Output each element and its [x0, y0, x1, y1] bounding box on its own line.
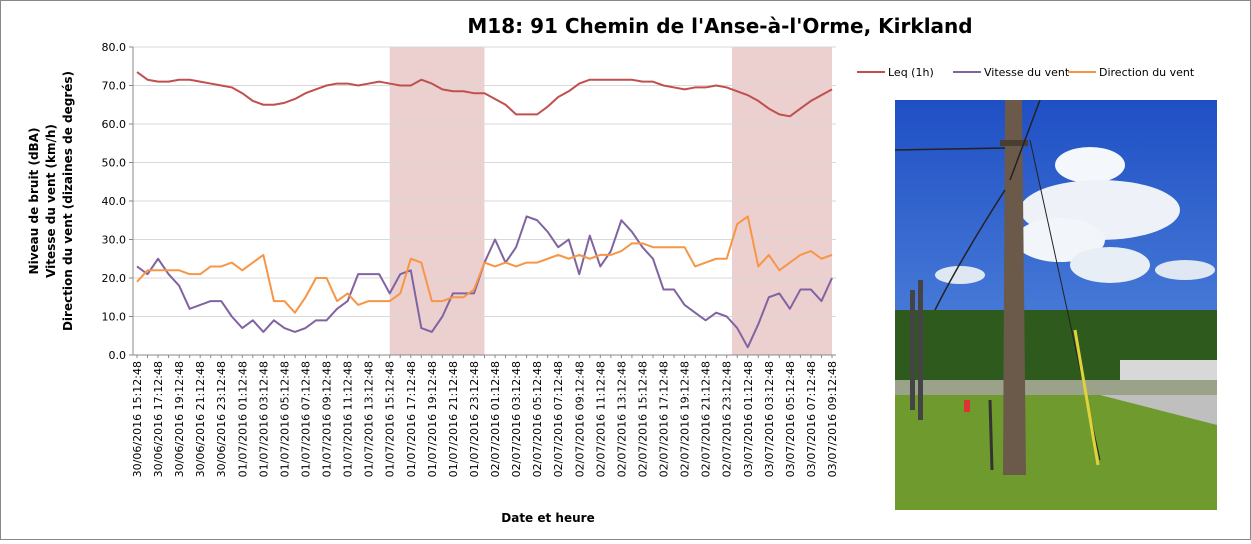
x-tick-label: 01/07/2016 03:12:48 — [257, 361, 270, 477]
legend-label: Leq (1h) — [888, 66, 934, 79]
y-tick-label: 30.0 — [102, 234, 127, 247]
x-tick-label: 02/07/2016 03:12:48 — [510, 361, 523, 477]
photo — [895, 100, 1217, 510]
x-tick-label: 02/07/2016 23:12:48 — [721, 361, 734, 477]
x-tick-label: 30/06/2016 17:12:48 — [152, 361, 165, 477]
x-tick-label: 03/07/2016 01:12:48 — [742, 361, 755, 477]
x-tick-label: 02/07/2016 05:12:48 — [531, 361, 544, 477]
x-tick-label: 30/06/2016 19:12:48 — [173, 361, 186, 477]
x-tick-label: 02/07/2016 09:12:48 — [573, 361, 586, 477]
y-tick-label: 40.0 — [102, 195, 127, 208]
y-tick-label: 0.0 — [109, 349, 127, 362]
x-tick-label: 01/07/2016 19:12:48 — [426, 361, 439, 477]
x-tick-label: 01/07/2016 15:12:48 — [384, 361, 397, 477]
x-tick-label: 01/07/2016 17:12:48 — [405, 361, 418, 477]
x-tick-label: 01/07/2016 13:12:48 — [363, 361, 376, 477]
x-tick-label: 01/07/2016 09:12:48 — [321, 361, 334, 477]
x-tick-label: 01/07/2016 01:12:48 — [236, 361, 249, 477]
x-tick-label: 01/07/2016 05:12:48 — [278, 361, 291, 477]
x-tick-label: 01/07/2016 11:12:48 — [342, 361, 355, 477]
y-tick-label: 50.0 — [102, 157, 127, 170]
x-tick-label: 01/07/2016 07:12:48 — [299, 361, 312, 477]
x-tick-label: 01/07/2016 21:12:48 — [447, 361, 460, 477]
y-tick-label: 60.0 — [102, 118, 127, 131]
x-tick-label: 03/07/2016 09:12:48 — [826, 361, 839, 477]
x-axis-title: Date et heure — [501, 511, 594, 525]
x-tick-label: 30/06/2016 23:12:48 — [215, 361, 228, 477]
y-tick-label: 80.0 — [102, 41, 127, 54]
y-tick-label: 70.0 — [102, 80, 127, 93]
x-tick-label: 30/06/2016 21:12:48 — [194, 361, 207, 477]
chart: M18: 91 Chemin de l'Anse-à-l'Orme, Kirkl… — [0, 0, 1251, 540]
x-tick-label: 02/07/2016 19:12:48 — [679, 361, 692, 477]
x-tick-label: 02/07/2016 11:12:48 — [594, 361, 607, 477]
x-tick-label: 03/07/2016 07:12:48 — [805, 361, 818, 477]
y-tick-label: 20.0 — [102, 272, 127, 285]
legend-label: Vitesse du vent — [984, 66, 1070, 79]
x-tick-label: 02/07/2016 01:12:48 — [489, 361, 502, 477]
y-axis-title: Direction du vent (dizaines de degrés) — [61, 71, 75, 331]
x-tick-label: 02/07/2016 15:12:48 — [636, 361, 649, 477]
legend-label: Direction du vent — [1099, 66, 1195, 79]
x-tick-label: 02/07/2016 07:12:48 — [552, 361, 565, 477]
x-tick-label: 01/07/2016 23:12:48 — [468, 361, 481, 477]
x-tick-label: 03/07/2016 03:12:48 — [763, 361, 776, 477]
x-tick-label: 03/07/2016 05:12:48 — [784, 361, 797, 477]
y-axis-title: Niveau de bruit (dBA) — [27, 128, 41, 275]
x-tick-label: 02/07/2016 17:12:48 — [658, 361, 671, 477]
chart-title: M18: 91 Chemin de l'Anse-à-l'Orme, Kirkl… — [467, 14, 972, 38]
y-tick-label: 10.0 — [102, 311, 127, 324]
y-axis-title: Vitesse du vent (km/h) — [44, 124, 58, 278]
x-tick-label: 02/07/2016 13:12:48 — [615, 361, 628, 477]
x-tick-label: 02/07/2016 21:12:48 — [700, 361, 713, 477]
x-tick-label: 30/06/2016 15:12:48 — [131, 361, 144, 477]
